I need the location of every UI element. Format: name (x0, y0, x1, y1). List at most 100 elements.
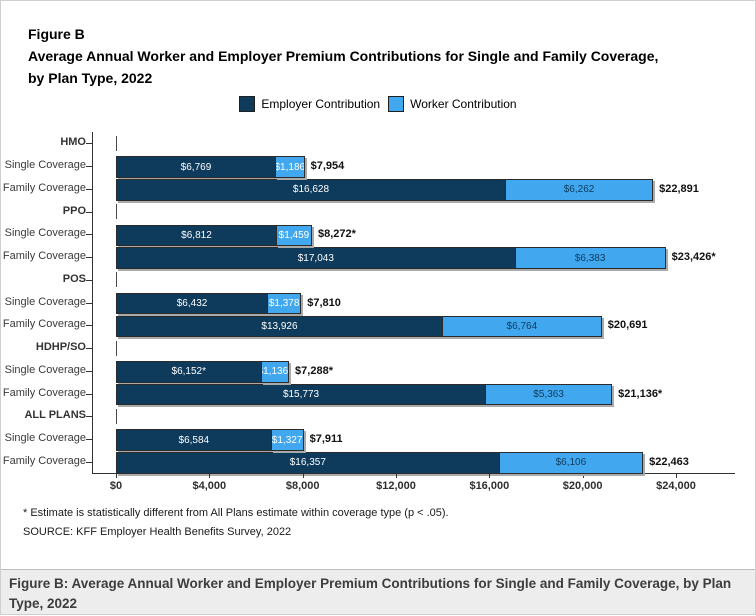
y-axis-tick (86, 279, 92, 281)
legend-item-worker: Worker Contribution (388, 96, 517, 112)
coverage-label: Single Coverage (4, 432, 86, 445)
zero-baseline-mark (116, 204, 117, 220)
coverage-label: Single Coverage (4, 227, 86, 240)
worker-value-label: $6,262 (563, 184, 595, 196)
worker-bar-segment: $1,378 (267, 292, 302, 315)
worker-bar-segment: $1,186 (274, 156, 305, 178)
worker-value-label: $6,764 (506, 320, 538, 332)
zero-baseline-mark (116, 272, 117, 288)
legend-item-employer: Employer Contribution (239, 96, 380, 112)
figure-label: Figure B (28, 26, 85, 42)
y-axis-tick (86, 461, 92, 463)
total-value-label: $22,891 (659, 182, 699, 195)
employer-value-label: $6,152* (171, 366, 206, 378)
y-axis-tick (86, 257, 92, 259)
y-axis-tick (86, 416, 92, 418)
title-block: Figure B Average Annual Worker and Emplo… (28, 23, 658, 89)
total-value-label: $21,136* (618, 387, 663, 400)
y-axis-line (92, 132, 93, 474)
employer-value-label: $17,043 (297, 252, 334, 264)
x-axis-tick-label: $24,000 (656, 480, 696, 493)
employer-bar-segment: $6,584 (116, 429, 272, 451)
employer-bar-segment: $17,043 (116, 247, 516, 269)
total-value-label: $7,954 (310, 160, 345, 173)
coverage-label: Single Coverage (4, 363, 86, 376)
total-value-label: $8,272* (317, 228, 356, 241)
employer-bar-segment: $13,926 (116, 315, 443, 338)
plan-header-label: HDHP/SO (35, 341, 86, 354)
worker-bar-segment: $6,383 (514, 247, 666, 269)
worker-bar-segment: $6,106 (498, 452, 644, 474)
worker-bar-segment: $6,262 (504, 179, 654, 201)
employer-value-label: $15,773 (282, 389, 320, 401)
x-axis-tick-label: $8,000 (285, 480, 320, 493)
worker-value-label: $1,186 (274, 161, 305, 173)
employer-value-label: $6,769 (180, 161, 212, 173)
worker-value-label: $5,363 (533, 389, 564, 401)
worker-bar-segment: $5,363 (485, 383, 613, 406)
worker-value-label: $6,106 (555, 457, 587, 469)
y-axis-tick (86, 393, 92, 395)
figure-title-line2: by Plan Type, 2022 (28, 70, 153, 86)
y-axis-tick (86, 439, 92, 441)
source-note: SOURCE: KFF Employer Health Benefits Sur… (23, 526, 292, 538)
worker-value-label: $6,383 (574, 252, 606, 264)
employer-swatch-icon (239, 96, 256, 112)
total-value-label: $7,810 (307, 296, 341, 309)
worker-value-label: $1,378 (268, 298, 300, 310)
x-axis-tick (116, 473, 117, 479)
y-axis-tick (86, 143, 92, 145)
worker-bar-segment: $1,327 (270, 429, 304, 451)
employer-value-label: $16,357 (289, 457, 326, 469)
coverage-label: Family Coverage (2, 386, 86, 399)
y-axis-tick (86, 302, 92, 304)
employer-bar-segment: $6,769 (116, 156, 276, 178)
y-axis-tick (86, 234, 92, 236)
coverage-label: Single Coverage (4, 295, 86, 308)
worker-swatch-icon (388, 96, 405, 112)
y-axis-tick (86, 211, 92, 213)
employer-bar-segment: $15,773 (116, 383, 487, 406)
coverage-label: Family Coverage (2, 454, 86, 467)
employer-value-label: $16,628 (292, 184, 330, 196)
legend-label-employer: Employer Contribution (261, 97, 381, 111)
x-axis-tick (489, 473, 491, 479)
y-axis-tick (86, 188, 92, 190)
x-axis-tick (676, 473, 677, 479)
figure-title-line1: Average Annual Worker and Employer Premi… (28, 48, 659, 64)
plan-header-label: PPO (62, 204, 86, 217)
total-value-label: $7,288* (295, 364, 333, 377)
employer-bar-segment: $16,628 (116, 179, 506, 201)
plan-header-label: POS (62, 272, 86, 285)
employer-value-label: $6,584 (178, 434, 210, 446)
x-axis-tick-label: $4,000 (192, 480, 227, 493)
employer-bar-segment: $6,152* (116, 361, 262, 383)
y-axis-tick (86, 325, 92, 327)
worker-value-label: $1,327 (271, 434, 303, 446)
total-value-label: $20,691 (607, 319, 648, 332)
x-axis-tick-label: $20,000 (562, 480, 603, 493)
caption-text: Figure B: Average Annual Worker and Empl… (9, 576, 732, 611)
x-axis-tick (396, 473, 397, 479)
coverage-label: Family Coverage (2, 181, 86, 194)
plan-header-label: ALL PLANS (24, 409, 86, 422)
y-axis-tick (86, 370, 92, 372)
coverage-label: Single Coverage (4, 159, 86, 172)
x-axis-tick (582, 473, 584, 479)
x-axis-tick-label: $16,000 (469, 480, 510, 493)
y-axis-tick (86, 166, 92, 168)
footnote-asterisk: * Estimate is statistically different fr… (23, 507, 449, 519)
worker-value-label: $1,459 (278, 229, 310, 241)
coverage-label: Family Coverage (2, 250, 86, 263)
x-axis-tick (209, 473, 211, 479)
worker-value-label: $1,136* (262, 366, 289, 378)
employer-value-label: $13,926 (261, 320, 298, 332)
worker-bar-segment: $1,459 (275, 224, 312, 247)
y-axis-tick (86, 348, 92, 350)
zero-baseline-mark (116, 340, 117, 356)
employer-bar-segment: $6,432 (116, 292, 269, 315)
total-value-label: $7,911 (309, 433, 343, 446)
total-value-label: $23,426* (671, 251, 716, 264)
